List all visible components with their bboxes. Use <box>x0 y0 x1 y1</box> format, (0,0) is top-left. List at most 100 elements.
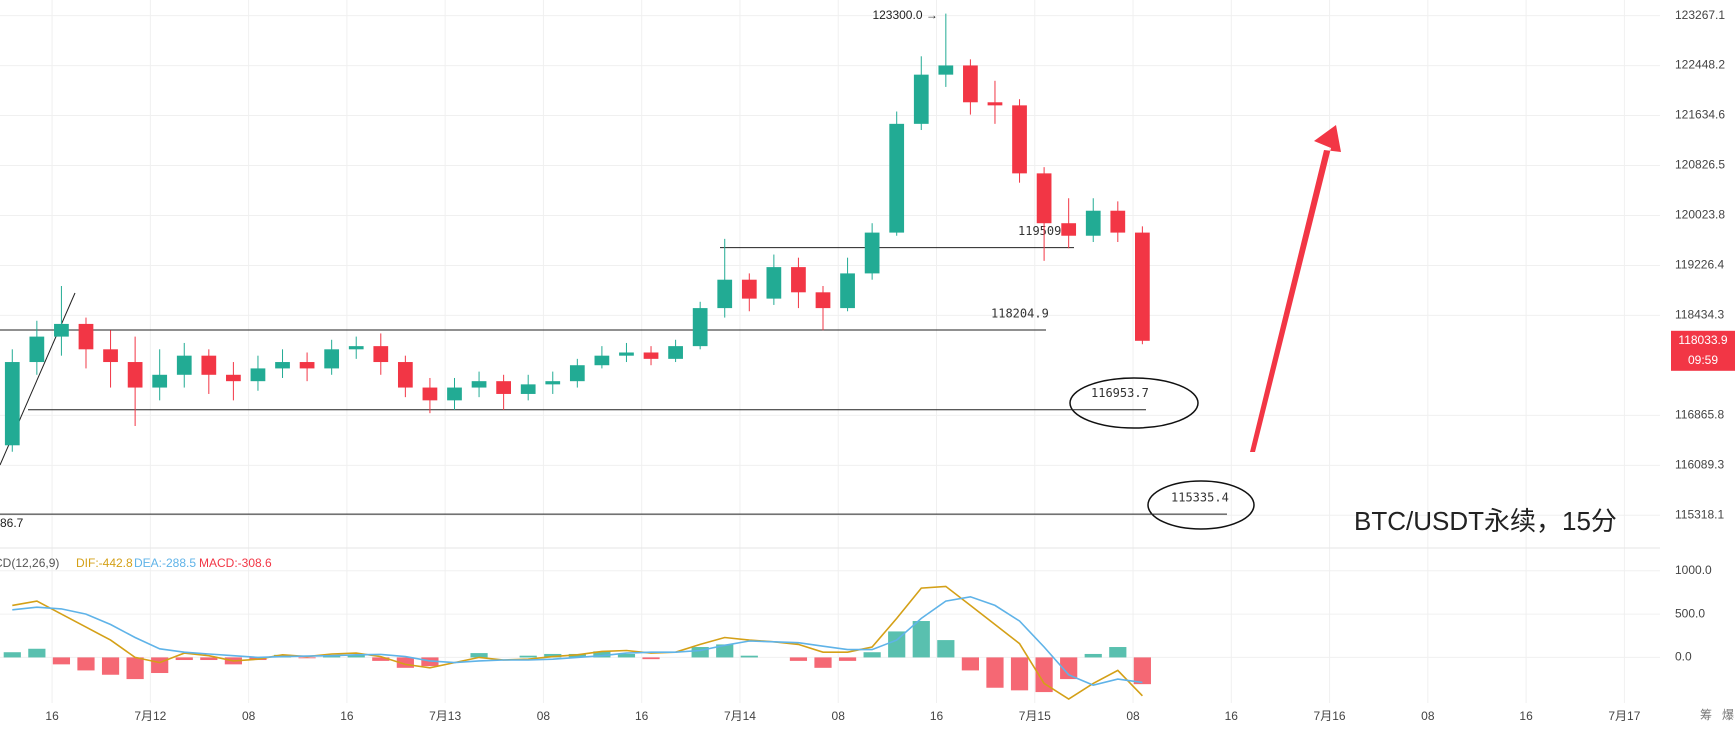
candle-body <box>717 279 733 309</box>
x-tick-label: 7月17 <box>1608 709 1640 723</box>
macd-bar <box>126 657 144 680</box>
candle-body <box>594 355 610 366</box>
candle-body <box>397 362 413 388</box>
candle-body <box>324 349 340 369</box>
macd-bar <box>716 644 734 658</box>
y-tick-label: 120023.8 <box>1675 208 1725 222</box>
y-tick-label: 115318.1 <box>1675 507 1724 521</box>
macd-bar <box>838 657 857 661</box>
macd-bar <box>912 621 930 658</box>
candle-body <box>226 374 241 382</box>
x-tick-label: 16 <box>635 709 649 723</box>
cut-label: 86.7 <box>0 516 24 530</box>
y-tick-label: 1000.0 <box>1675 563 1712 577</box>
candle-body <box>643 352 659 359</box>
candle-body <box>447 387 462 401</box>
candle-body <box>569 365 585 382</box>
candle-body <box>54 323 69 337</box>
y-tick-label: 119226.4 <box>1675 258 1724 272</box>
macd-bar <box>200 657 218 661</box>
candle-body <box>152 374 168 388</box>
candle-body <box>471 381 487 388</box>
last-price-tag <box>1671 330 1735 371</box>
candle-body <box>741 279 757 299</box>
plot <box>3 13 1151 700</box>
dif-line <box>12 585 1143 700</box>
macd-bar <box>593 651 611 658</box>
high-marker: 123300.0 → <box>872 8 937 22</box>
candle-body <box>299 362 315 369</box>
candle-body <box>913 74 929 124</box>
macd-bar <box>937 640 955 658</box>
candle-body <box>668 346 683 359</box>
circle-mark <box>1069 377 1199 429</box>
candle-body <box>889 123 905 233</box>
candle-body <box>176 355 192 375</box>
macd-bar <box>28 648 46 658</box>
y-tick-label: 500.0 <box>1675 606 1705 620</box>
candle-body <box>275 362 290 369</box>
candle-body <box>422 387 438 401</box>
candle-body <box>29 336 45 363</box>
candle-body <box>987 102 1003 106</box>
x-tick-label: 7月15 <box>1019 709 1051 723</box>
macd-bar <box>617 653 636 658</box>
candle-body <box>1012 105 1027 174</box>
macd-bar <box>740 655 758 658</box>
dea-legend: DEA:-288.5 <box>134 556 196 570</box>
y-tick-label: 121634.6 <box>1675 108 1725 122</box>
candle-body <box>619 352 634 356</box>
macd-bar <box>961 657 979 671</box>
macd-bar <box>814 657 832 668</box>
candle-body <box>840 273 855 309</box>
x-tick-label: 16 <box>1225 709 1239 723</box>
candle-body <box>938 65 954 75</box>
macd-bar <box>1010 657 1029 691</box>
macd-bar <box>52 657 71 665</box>
x-tick-label: 7月12 <box>134 709 166 723</box>
macd-bar <box>863 652 881 658</box>
y-tick-label: 122448.2 <box>1675 58 1725 72</box>
y-tick-label: 123267.1 <box>1675 8 1725 22</box>
candle-body <box>692 308 708 347</box>
candle-body <box>127 362 143 388</box>
y-tick-label: 116865.8 <box>1675 408 1724 422</box>
x-tick-label: 08 <box>1421 709 1435 723</box>
candle-body <box>963 65 978 103</box>
toolbar-item[interactable]: 爆 <box>1722 708 1734 722</box>
candle-body <box>4 362 20 446</box>
y-tick-label: 118434.3 <box>1675 308 1724 322</box>
macd-bar <box>396 657 414 668</box>
y-tick-label: 116089.3 <box>1675 458 1724 472</box>
x-tick-label: 7月14 <box>724 709 756 723</box>
candle-body <box>250 368 266 382</box>
x-tick-label: 16 <box>340 709 354 723</box>
x-tick-label: 16 <box>930 709 944 723</box>
x-tick-label: 7月16 <box>1314 709 1346 723</box>
chart-title: BTC/USDT永续，15分 <box>1354 506 1617 536</box>
candle-body <box>103 349 118 363</box>
macd-bar <box>347 654 365 658</box>
candle-body <box>348 346 364 350</box>
level-label: 118204.9 <box>991 306 1049 320</box>
toolbar-item[interactable]: 筹 <box>1700 708 1712 722</box>
macd-bar <box>1084 653 1102 658</box>
macd-bar <box>544 653 562 658</box>
macd-bar <box>470 653 488 658</box>
candle-body <box>496 381 511 394</box>
grid <box>0 0 1660 703</box>
macd-bar <box>101 657 120 675</box>
x-tick-label: 08 <box>242 709 256 723</box>
macd-bar <box>1035 657 1053 693</box>
macd-bar <box>298 657 316 659</box>
candle-body <box>520 384 536 394</box>
macd-value-legend: MACD:-308.6 <box>199 556 272 570</box>
x-tick-label: 16 <box>1519 709 1533 723</box>
y-tick-label: 120826.5 <box>1675 158 1725 172</box>
dea-line <box>12 595 1143 686</box>
countdown: 09:59 <box>1688 353 1718 367</box>
candle-body <box>1061 223 1077 236</box>
candle-body <box>864 232 880 274</box>
level-label: 115335.4 <box>1171 491 1229 505</box>
